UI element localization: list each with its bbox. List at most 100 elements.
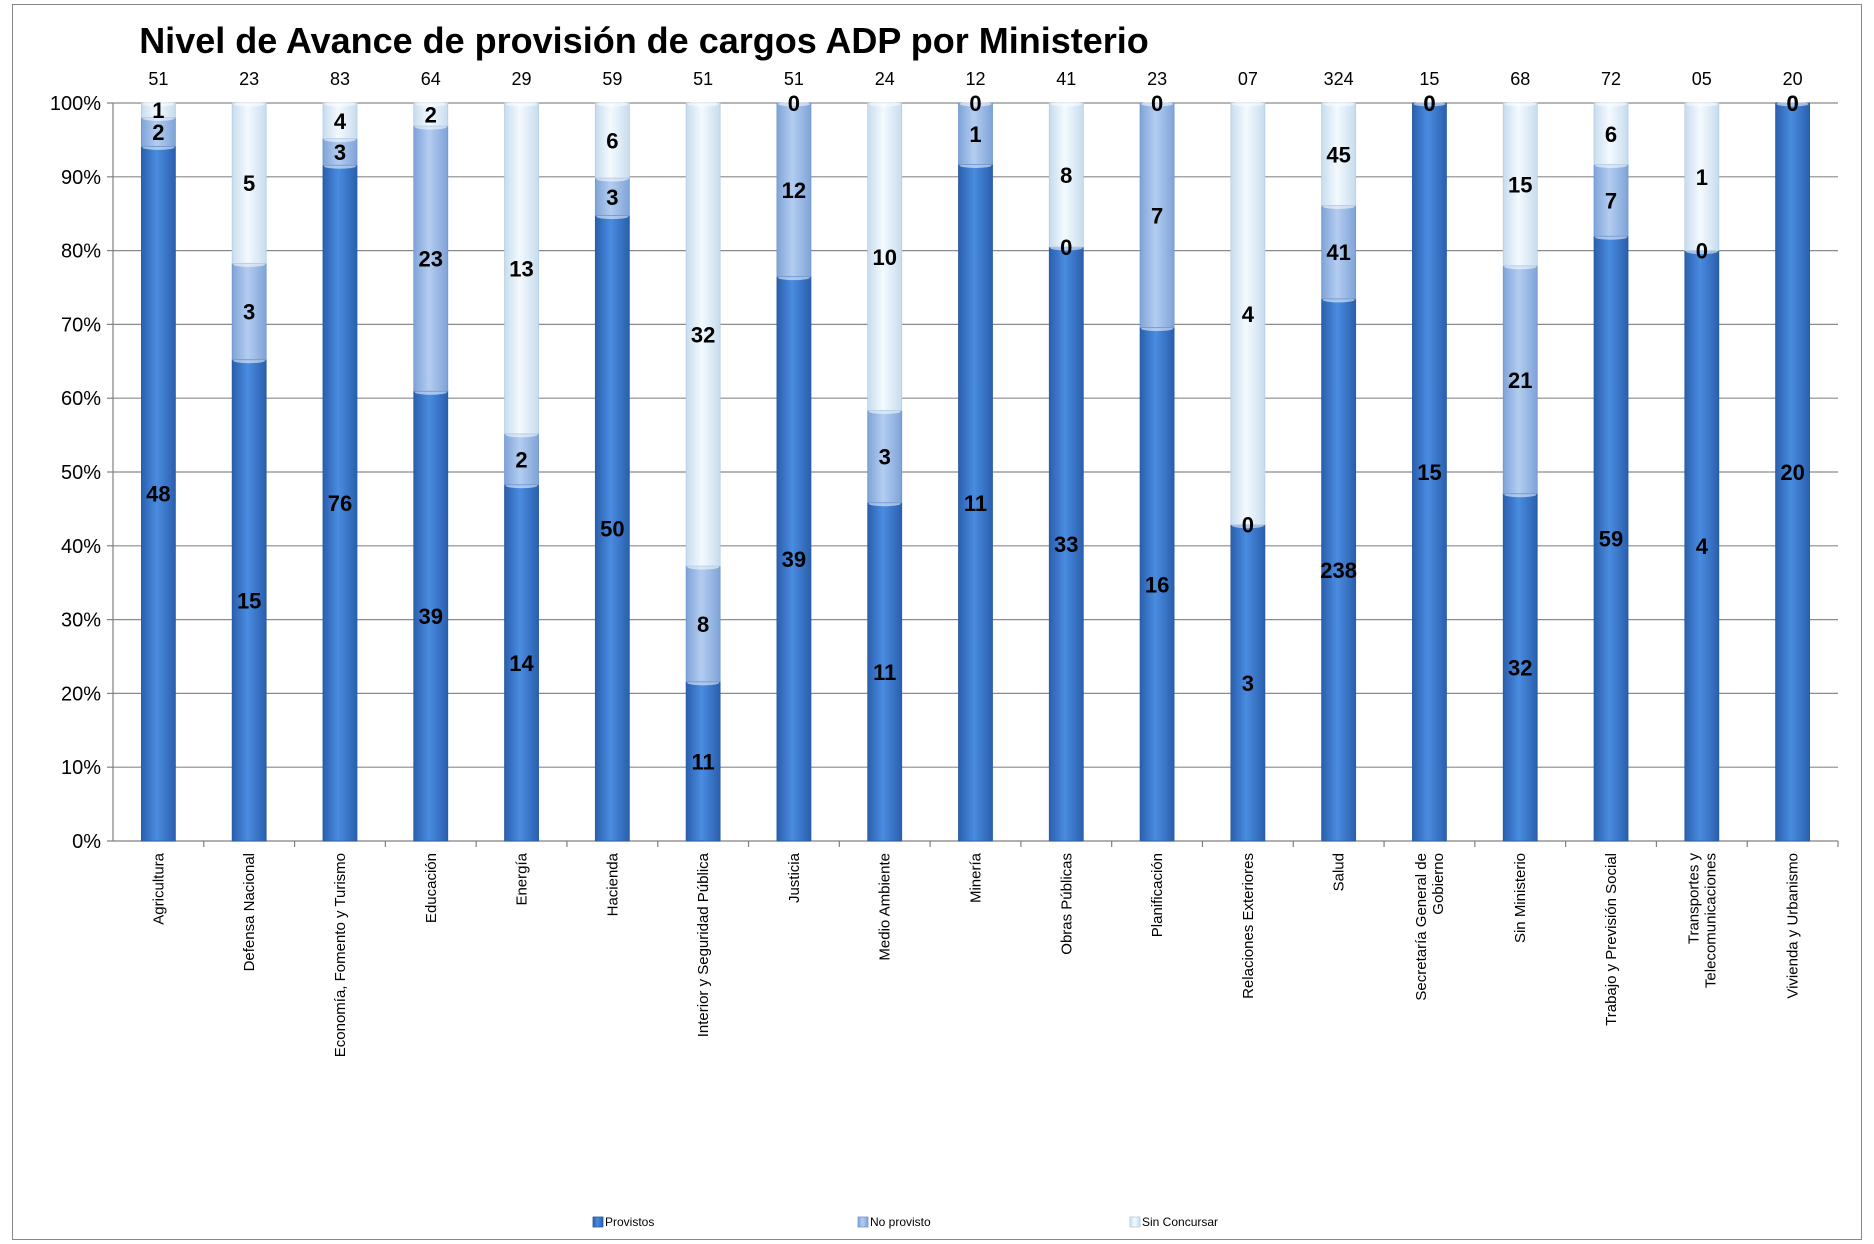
y-tick-label: 60% bbox=[61, 388, 101, 410]
legend-swatch bbox=[1129, 1216, 1141, 1228]
x-category-label: Trabajo y Previsión Social bbox=[1603, 853, 1620, 1026]
data-label: 12 bbox=[782, 178, 806, 203]
legend-swatch bbox=[857, 1216, 869, 1228]
data-label: 15 bbox=[237, 588, 261, 613]
total-label: 15 bbox=[1419, 69, 1439, 89]
x-category-label: Defensa Nacional bbox=[241, 853, 258, 971]
x-category-label-line: Medio Ambiente bbox=[877, 853, 894, 961]
x-category-label-line: Secretaría General de bbox=[1413, 853, 1430, 1001]
x-category-label-line: Trabajo y Previsión Social bbox=[1603, 853, 1620, 1026]
x-category-label-line: Interior y Seguridad Pública bbox=[695, 852, 712, 1037]
data-label: 13 bbox=[509, 256, 533, 281]
bar-segment-cap bbox=[1050, 101, 1083, 107]
bar-segment-cap bbox=[959, 101, 992, 107]
bar-segment-provistos bbox=[1321, 298, 1357, 842]
data-label: 0 bbox=[1242, 513, 1254, 538]
x-category-label: Transportes y Telecomunicaciones bbox=[1685, 853, 1719, 989]
total-label: 23 bbox=[239, 69, 259, 89]
x-category-label: Secretaría General de Gobierno bbox=[1413, 853, 1447, 1001]
bar-segment-no-provisto bbox=[1321, 205, 1357, 300]
chart-frame: Nivel de Avance de provisión de cargos A… bbox=[12, 4, 1862, 1240]
data-label: 0 bbox=[969, 91, 981, 116]
data-label: 48 bbox=[146, 482, 170, 507]
x-category-label-line: Transportes y bbox=[1685, 853, 1702, 945]
bar-segment-provistos bbox=[594, 215, 630, 842]
legend-item: No provisto bbox=[857, 1215, 931, 1229]
data-labels: 4821511535237634833923264142132950365911… bbox=[146, 69, 1805, 774]
y-tick-label: 50% bbox=[61, 462, 101, 484]
x-category-label-line: Minería bbox=[968, 852, 985, 903]
bar-segment-sin-concursar bbox=[1593, 102, 1629, 165]
x-category-label-line: Gobierno bbox=[1430, 853, 1447, 915]
data-label: 4 bbox=[334, 109, 347, 134]
data-label: 238 bbox=[1320, 558, 1357, 583]
y-tick-label: 40% bbox=[61, 536, 101, 558]
legend: Provistos No provisto Sin Concursar bbox=[592, 1215, 1218, 1229]
x-category-label-line: Educación bbox=[423, 853, 440, 923]
bar-segment-cap bbox=[323, 101, 356, 107]
axes: 0% 10% 20% 30% 40% 50% 60% 70% 80% 90% 100% Agricul… bbox=[50, 93, 1839, 1057]
data-label: 0 bbox=[1423, 91, 1435, 116]
bar-segment-no-provisto bbox=[685, 565, 721, 683]
data-label: 39 bbox=[782, 547, 806, 572]
data-label: 15 bbox=[1508, 172, 1532, 197]
data-label: 1 bbox=[152, 98, 164, 123]
data-label: 3 bbox=[606, 185, 618, 210]
legend-label: No provisto bbox=[870, 1215, 931, 1229]
data-label: 32 bbox=[1508, 655, 1532, 680]
data-label: 4 bbox=[1242, 302, 1255, 327]
data-label: 0 bbox=[1151, 91, 1163, 116]
data-label: 76 bbox=[328, 491, 352, 516]
data-label: 3 bbox=[1242, 671, 1254, 696]
total-label: 23 bbox=[1147, 69, 1167, 89]
total-label: 59 bbox=[602, 69, 622, 89]
bar-segment-provistos bbox=[1593, 235, 1629, 842]
bar-segment-no-provisto bbox=[776, 102, 812, 278]
data-label: 4 bbox=[1696, 534, 1709, 559]
bar-segment-sin-concursar bbox=[322, 102, 358, 139]
x-category-label: Hacienda bbox=[604, 852, 621, 916]
total-label: 68 bbox=[1510, 69, 1530, 89]
data-label: 20 bbox=[1780, 460, 1804, 485]
bar-segment-sin-concursar bbox=[1048, 102, 1084, 248]
x-category-label-line: Planificación bbox=[1149, 853, 1166, 937]
bar-segment-provistos bbox=[1412, 102, 1447, 842]
data-label: 41 bbox=[1326, 240, 1350, 265]
bar-segment-sin-concursar bbox=[1684, 102, 1720, 252]
legend-label: Sin Concursar bbox=[1142, 1215, 1218, 1229]
bar-segment-provistos bbox=[504, 484, 539, 842]
bar-segment-provistos bbox=[1139, 327, 1175, 842]
y-tick-label: 90% bbox=[61, 167, 101, 189]
data-label: 3 bbox=[334, 140, 346, 165]
data-label: 59 bbox=[1599, 527, 1623, 552]
x-category-label: Agricultura bbox=[150, 852, 167, 924]
data-label: 0 bbox=[1696, 239, 1708, 264]
bar-segment-no-provisto bbox=[140, 117, 176, 147]
bar-segment-no-provisto bbox=[1593, 164, 1629, 237]
bar-segment-provistos bbox=[958, 164, 993, 842]
data-label: 11 bbox=[964, 491, 987, 516]
total-label: 51 bbox=[148, 69, 168, 89]
bar-segment-provistos bbox=[413, 390, 449, 842]
total-label: 51 bbox=[693, 69, 713, 89]
bar-segment-provistos bbox=[322, 164, 358, 842]
bar-segment-sin-concursar bbox=[594, 102, 630, 179]
total-label: 24 bbox=[875, 69, 895, 89]
x-category-label: Medio Ambiente bbox=[877, 853, 894, 961]
bar-segment-cap bbox=[596, 101, 629, 107]
data-label: 8 bbox=[697, 612, 709, 637]
x-category-label-line: Agricultura bbox=[150, 852, 167, 924]
data-label: 33 bbox=[1054, 532, 1078, 557]
data-label: 7 bbox=[1151, 203, 1163, 228]
chart-title: Nivel de Avance de provisión de cargos A… bbox=[139, 20, 1149, 61]
x-category-label: Educación bbox=[423, 853, 440, 923]
total-label: 20 bbox=[1783, 69, 1803, 89]
bar-segment-cap bbox=[505, 101, 538, 107]
total-label: 72 bbox=[1601, 69, 1621, 89]
data-label: 39 bbox=[419, 604, 443, 629]
x-category-label: Vivienda y Urbanismo bbox=[1785, 853, 1802, 999]
bar-segment-cap bbox=[1322, 101, 1355, 107]
chart-svg: Nivel de Avance de provisión de cargos A… bbox=[50, 20, 1839, 1229]
legend-item: Sin Concursar bbox=[1129, 1215, 1218, 1229]
y-tick-label: 30% bbox=[61, 610, 101, 632]
